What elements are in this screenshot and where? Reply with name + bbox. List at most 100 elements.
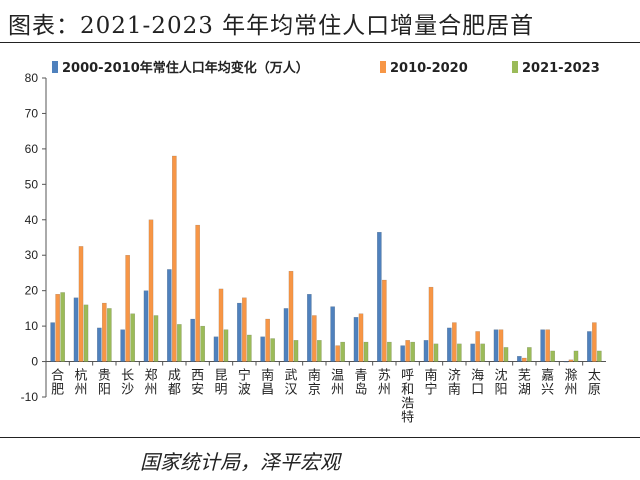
chart-area: -10 0 10 20 30 40 50 60 70 80 合肥 杭州 贵阳 长沙 郑州 成都 西安 昆明 宁波 南昌… [0, 44, 640, 436]
x-tick-label: 温州 [331, 369, 344, 398]
x-tick-label: 滁州 [564, 368, 577, 398]
bar-2 [522, 357, 527, 362]
legend-swatch [512, 61, 518, 73]
x-tick-label: 西安 [191, 369, 204, 398]
y-tick-label: -10 [21, 390, 39, 404]
bar-3 [550, 350, 555, 362]
bar-2 [288, 270, 294, 362]
bar-1 [120, 329, 125, 362]
title-bar: 图表：2021-2023 年年均常住人口增量合肥居首 [0, 0, 640, 43]
x-tick-label: 嘉兴 [541, 369, 554, 398]
bar-2 [452, 322, 457, 362]
page-title: 图表：2021-2023 年年均常住人口增量合肥居首 [8, 13, 535, 39]
bar-3 [457, 343, 462, 362]
bar-2 [125, 255, 130, 362]
x-tick-label: 长沙 [121, 369, 134, 398]
x-tick-label: 海口 [471, 369, 484, 398]
bar-2 [148, 219, 154, 362]
x-tick-label: 南宁 [424, 368, 437, 398]
bar-3 [130, 313, 135, 362]
x-tick-label: 宁波 [238, 368, 251, 398]
bar-3 [270, 338, 275, 362]
bar-3 [153, 315, 159, 362]
bar-1 [517, 356, 522, 362]
bar-1 [283, 308, 289, 362]
y-tick-label: 70 [25, 106, 39, 120]
bar-1 [260, 336, 265, 362]
bar-1 [563, 361, 569, 363]
bar-3 [107, 308, 112, 362]
x-tick-label: 贵阳 [98, 369, 111, 398]
bar-2 [78, 246, 84, 362]
bar-2 [568, 359, 574, 362]
bar-3 [480, 343, 485, 362]
bar-2 [172, 155, 177, 362]
bar-2 [545, 329, 550, 362]
bar-3 [223, 329, 229, 362]
bar-1 [190, 318, 195, 362]
x-tick-label: 沈阳 [494, 369, 507, 398]
x-tick-label: 济南 [448, 369, 461, 398]
x-tick-label: 芜湖 [518, 369, 531, 398]
bar-2 [382, 279, 387, 362]
bar-2 [498, 329, 504, 362]
bar-3 [527, 347, 532, 362]
bar-3 [200, 325, 205, 362]
bar-2 [218, 288, 224, 362]
bar-1 [213, 336, 219, 362]
x-tick-label: 太原 [588, 369, 601, 398]
source-text: 国家统计局，泽平宏观 [140, 450, 340, 474]
bar-3 [597, 350, 602, 362]
y-tick-label: 20 [25, 284, 39, 298]
source-bar: 国家统计局，泽平宏观 [0, 437, 640, 480]
x-tick-label: 青岛 [354, 369, 367, 398]
x-tick-label: 苏州 [378, 368, 391, 398]
x-tick-label: 呼和浩特 [401, 369, 414, 426]
bar-1 [353, 317, 359, 362]
bar-1 [377, 231, 382, 362]
bar-2 [55, 294, 60, 362]
bar-3 [177, 324, 182, 362]
bar-2 [195, 224, 200, 362]
y-tick-label: 0 [31, 355, 38, 369]
bar-1 [50, 322, 55, 362]
legend-label: 2010-2020 [390, 61, 468, 76]
x-tick-label: 南京 [308, 368, 321, 398]
bar-2 [265, 318, 270, 362]
bar-1 [237, 302, 242, 362]
bar-3 [247, 334, 252, 362]
bar-2 [428, 286, 434, 362]
bar-3 [503, 347, 509, 362]
bar-1 [143, 290, 149, 362]
bar-1 [400, 345, 405, 362]
bar-1 [73, 297, 79, 362]
bar-3 [60, 292, 65, 362]
bar-2 [405, 340, 410, 362]
legend-label: 2021-2023 [522, 61, 600, 76]
bar-1 [97, 327, 102, 362]
y-tick-label: 80 [25, 71, 39, 85]
x-tick-label: 成都 [168, 369, 181, 398]
y-tick-label: 40 [25, 213, 39, 227]
bar-1 [447, 327, 452, 362]
legend-swatch [52, 61, 58, 73]
bar-1 [167, 269, 172, 362]
bar-2 [358, 313, 364, 362]
bar-1 [493, 329, 499, 362]
bar-2 [475, 331, 480, 362]
bar-2 [242, 297, 247, 362]
x-tick-label: 南昌 [261, 368, 274, 398]
x-tick-label: 昆明 [214, 369, 227, 398]
x-tick-label: 合肥 [51, 369, 64, 398]
bar-1 [307, 294, 312, 362]
bar-3 [293, 340, 299, 362]
y-tick-label: 10 [25, 319, 39, 333]
bar-3 [387, 341, 392, 362]
bar-2 [335, 345, 340, 362]
bar-3 [410, 341, 415, 362]
bar-3 [363, 341, 369, 362]
bar-2 [102, 302, 107, 362]
bar-1 [540, 329, 545, 362]
bar-1 [587, 331, 592, 362]
bar-3 [573, 350, 579, 362]
